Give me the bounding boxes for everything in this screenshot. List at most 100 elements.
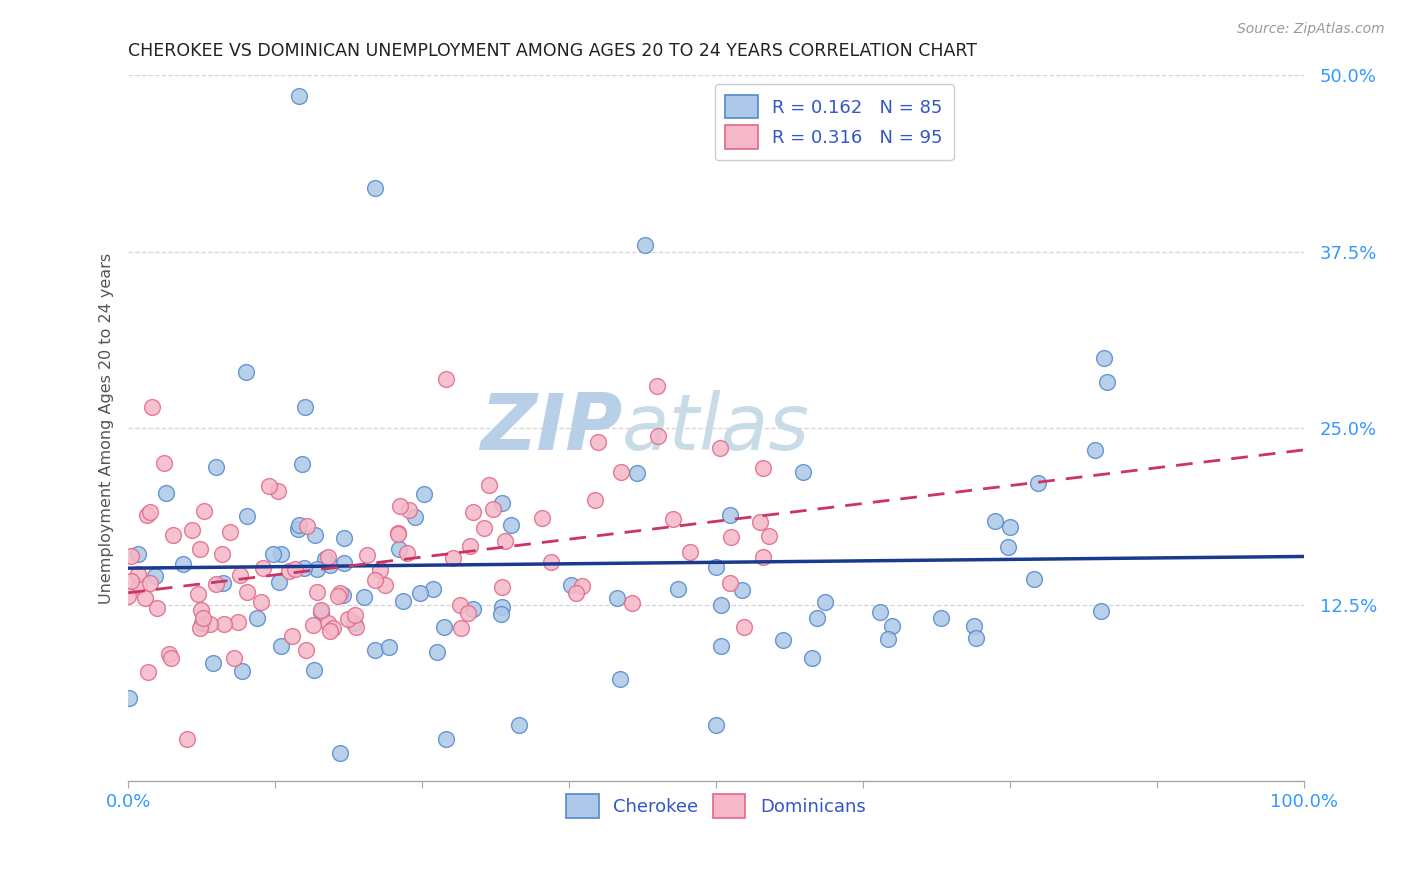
Point bbox=[219, 525, 242, 540]
Point bbox=[120, 549, 142, 563]
Point bbox=[198, 617, 221, 632]
Point bbox=[270, 639, 292, 653]
Point bbox=[326, 590, 349, 604]
Point bbox=[267, 483, 290, 498]
Point bbox=[389, 499, 412, 513]
Point bbox=[482, 502, 505, 516]
Point bbox=[302, 618, 325, 632]
Point bbox=[201, 656, 224, 670]
Point bbox=[586, 435, 609, 450]
Point bbox=[287, 522, 309, 536]
Point bbox=[449, 598, 471, 612]
Point bbox=[387, 526, 409, 541]
Point bbox=[309, 603, 332, 617]
Point bbox=[501, 518, 523, 533]
Point bbox=[404, 509, 426, 524]
Point bbox=[157, 647, 180, 661]
Point bbox=[136, 508, 159, 522]
Point bbox=[610, 466, 633, 480]
Point bbox=[704, 717, 727, 731]
Point bbox=[190, 603, 212, 617]
Point bbox=[434, 731, 457, 746]
Text: Source: ZipAtlas.com: Source: ZipAtlas.com bbox=[1237, 22, 1385, 37]
Point bbox=[364, 573, 387, 587]
Point bbox=[159, 651, 181, 665]
Point bbox=[212, 575, 235, 590]
Point bbox=[281, 629, 304, 643]
Point bbox=[718, 575, 741, 590]
Point bbox=[136, 665, 159, 680]
Point bbox=[316, 549, 339, 564]
Point bbox=[181, 523, 204, 537]
Point bbox=[211, 547, 233, 561]
Point bbox=[458, 539, 481, 553]
Point bbox=[494, 534, 516, 549]
Point bbox=[246, 611, 269, 625]
Point bbox=[278, 564, 301, 578]
Point bbox=[319, 558, 342, 572]
Point bbox=[344, 620, 367, 634]
Point bbox=[730, 582, 752, 597]
Point bbox=[704, 560, 727, 574]
Point bbox=[309, 605, 332, 619]
Point bbox=[984, 514, 1007, 528]
Point bbox=[733, 620, 755, 634]
Point bbox=[128, 547, 150, 561]
Point bbox=[287, 89, 309, 103]
Text: atlas: atlas bbox=[621, 390, 810, 467]
Point bbox=[441, 550, 464, 565]
Point bbox=[621, 596, 644, 610]
Legend: Cherokee, Dominicans: Cherokee, Dominicans bbox=[560, 788, 873, 825]
Point bbox=[128, 578, 150, 592]
Point bbox=[139, 576, 162, 591]
Point bbox=[491, 580, 513, 594]
Point bbox=[292, 561, 315, 575]
Point bbox=[792, 465, 814, 479]
Point bbox=[364, 643, 387, 657]
Point bbox=[882, 618, 904, 632]
Point bbox=[305, 585, 328, 599]
Point bbox=[304, 528, 326, 542]
Point bbox=[284, 562, 307, 576]
Point bbox=[388, 541, 411, 556]
Point bbox=[333, 556, 356, 570]
Point bbox=[226, 615, 249, 629]
Point bbox=[392, 594, 415, 608]
Point bbox=[720, 529, 742, 543]
Point bbox=[571, 579, 593, 593]
Point bbox=[236, 584, 259, 599]
Point bbox=[396, 546, 419, 560]
Point bbox=[965, 631, 987, 645]
Point bbox=[814, 595, 837, 609]
Point bbox=[583, 492, 606, 507]
Point bbox=[302, 663, 325, 677]
Point bbox=[332, 588, 354, 602]
Point bbox=[963, 618, 986, 632]
Point bbox=[212, 617, 235, 632]
Point bbox=[267, 574, 290, 589]
Point bbox=[1092, 351, 1115, 365]
Point bbox=[343, 616, 366, 631]
Point bbox=[869, 605, 891, 619]
Point bbox=[117, 589, 139, 603]
Point bbox=[647, 429, 669, 443]
Point bbox=[319, 624, 342, 638]
Point bbox=[329, 586, 352, 600]
Point bbox=[262, 547, 284, 561]
Point bbox=[172, 558, 194, 572]
Point bbox=[1024, 573, 1046, 587]
Point bbox=[259, 479, 281, 493]
Text: CHEROKEE VS DOMINICAN UNEMPLOYMENT AMONG AGES 20 TO 24 YEARS CORRELATION CHART: CHEROKEE VS DOMINICAN UNEMPLOYMENT AMONG… bbox=[128, 42, 977, 60]
Point bbox=[489, 607, 512, 621]
Point bbox=[929, 611, 952, 625]
Point bbox=[560, 578, 582, 592]
Point bbox=[322, 621, 344, 635]
Point bbox=[998, 520, 1021, 534]
Point bbox=[191, 610, 214, 624]
Point bbox=[235, 365, 257, 379]
Point bbox=[145, 569, 167, 583]
Point bbox=[252, 560, 274, 574]
Point bbox=[626, 467, 648, 481]
Point bbox=[472, 521, 495, 535]
Point bbox=[295, 643, 318, 657]
